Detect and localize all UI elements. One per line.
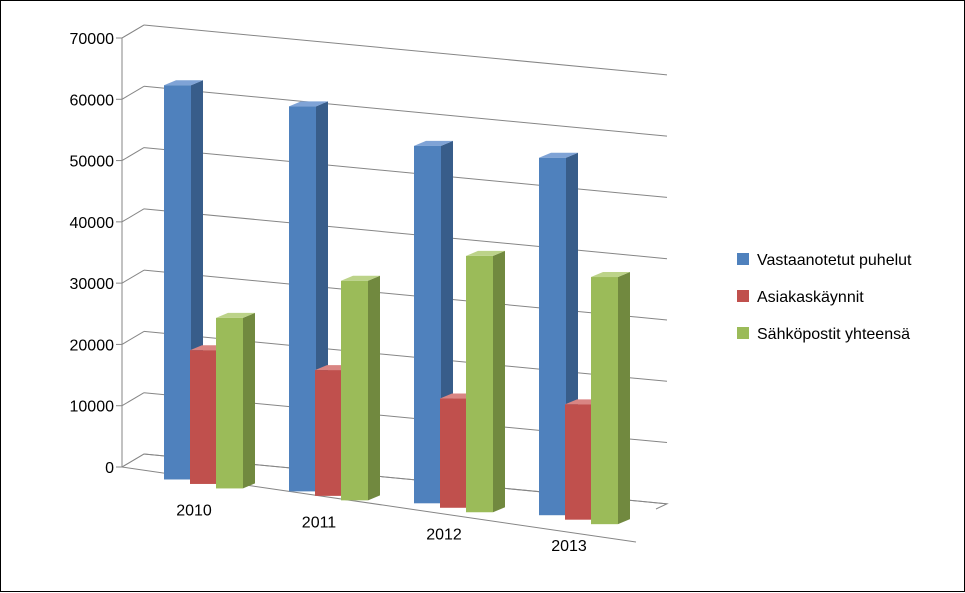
x-tick-label-2010: 2010	[176, 502, 212, 519]
bar-vastaanotetut-puhelut-2012	[414, 145, 441, 504]
bar-s-hk-postit-yhteens--2011-side	[368, 275, 380, 501]
bar-s-hk-postit-yhteens--2013-top	[591, 272, 630, 278]
bar-vastaanotetut-puhelut-2013-top	[539, 152, 578, 158]
x-axis: 2010 2011 2012 2013	[176, 502, 587, 555]
x-tick-label-2011: 2011	[302, 514, 337, 531]
y-tick-label: 30000	[70, 276, 115, 293]
bar-s-hk-postit-yhteens--2010-side	[243, 312, 255, 489]
gridline-side	[121, 392, 145, 407]
bar-asiakask-ynnit-2010	[190, 350, 217, 484]
gridline-side	[121, 85, 145, 100]
gridline	[143, 208, 668, 260]
legend-swatch-2	[737, 327, 749, 339]
bar-s-hk-postit-yhteens--2012-side	[493, 250, 505, 513]
y-tick-label: 20000	[70, 337, 115, 354]
legend-swatch-1	[737, 290, 749, 302]
gridline-side	[121, 147, 145, 162]
legend-label-2: Sähköpostit yhteensä	[757, 326, 910, 343]
x-tick-label-2012: 2012	[426, 526, 462, 543]
bar-vastaanotetut-puhelut-2010	[164, 85, 191, 480]
x-tick-label-2013: 2013	[551, 538, 587, 555]
chart-bars	[164, 80, 630, 525]
gridline-side	[121, 269, 145, 284]
bar-asiakask-ynnit-2011	[315, 370, 342, 496]
floor-back-edge	[121, 453, 669, 510]
bar-asiakask-ynnit-2012	[440, 398, 467, 508]
chart-walls	[121, 24, 145, 467]
gridline-side	[121, 208, 145, 223]
bar-s-hk-postit-yhteens--2010-top	[216, 312, 255, 318]
gridline-side	[121, 24, 145, 39]
bar-asiakask-ynnit-2013	[565, 404, 592, 520]
bar-s-hk-postit-yhteens--2010	[216, 317, 243, 489]
y-tick-label: 0	[105, 460, 114, 477]
gridline-side	[121, 330, 145, 345]
bar-s-hk-postit-yhteens--2011-top	[341, 275, 380, 281]
bar-s-hk-postit-yhteens--2013-side	[618, 272, 630, 525]
gridline	[143, 147, 668, 198]
bar-vastaanotetut-puhelut-2013	[539, 157, 566, 516]
bar-vastaanotetut-puhelut-2010-top	[164, 80, 203, 86]
gridline	[143, 24, 668, 76]
y-tick-label: 70000	[70, 31, 115, 48]
bar-vastaanotetut-puhelut-2011-top	[289, 101, 328, 107]
gridline	[143, 85, 668, 137]
side-wall-edge	[121, 24, 145, 467]
bar-vastaanotetut-puhelut-2012-top	[414, 140, 453, 146]
y-tick-label: 60000	[70, 92, 115, 109]
bar-s-hk-postit-yhteens--2012-top	[466, 250, 505, 256]
legend: Vastaanotetut puhelut Asiakaskäynnit Sähkö…	[737, 252, 912, 343]
y-tick-label: 10000	[70, 399, 115, 416]
legend-swatch-0	[737, 253, 749, 265]
y-tick-label: 40000	[70, 215, 115, 232]
y-axis: 0 10000 20000 30000 40000 50000 60000 70000	[70, 31, 123, 477]
gridline	[143, 269, 668, 321]
legend-label-1: Asiakaskäynnit	[757, 289, 864, 306]
y-tick-label: 50000	[70, 154, 115, 171]
bar-s-hk-postit-yhteens--2013	[591, 277, 618, 525]
bar-vastaanotetut-puhelut-2011	[289, 106, 316, 492]
bar-s-hk-postit-yhteens--2012	[466, 255, 493, 513]
bar-s-hk-postit-yhteens--2011	[341, 280, 368, 501]
legend-label-0: Vastaanotetut puhelut	[757, 252, 912, 269]
